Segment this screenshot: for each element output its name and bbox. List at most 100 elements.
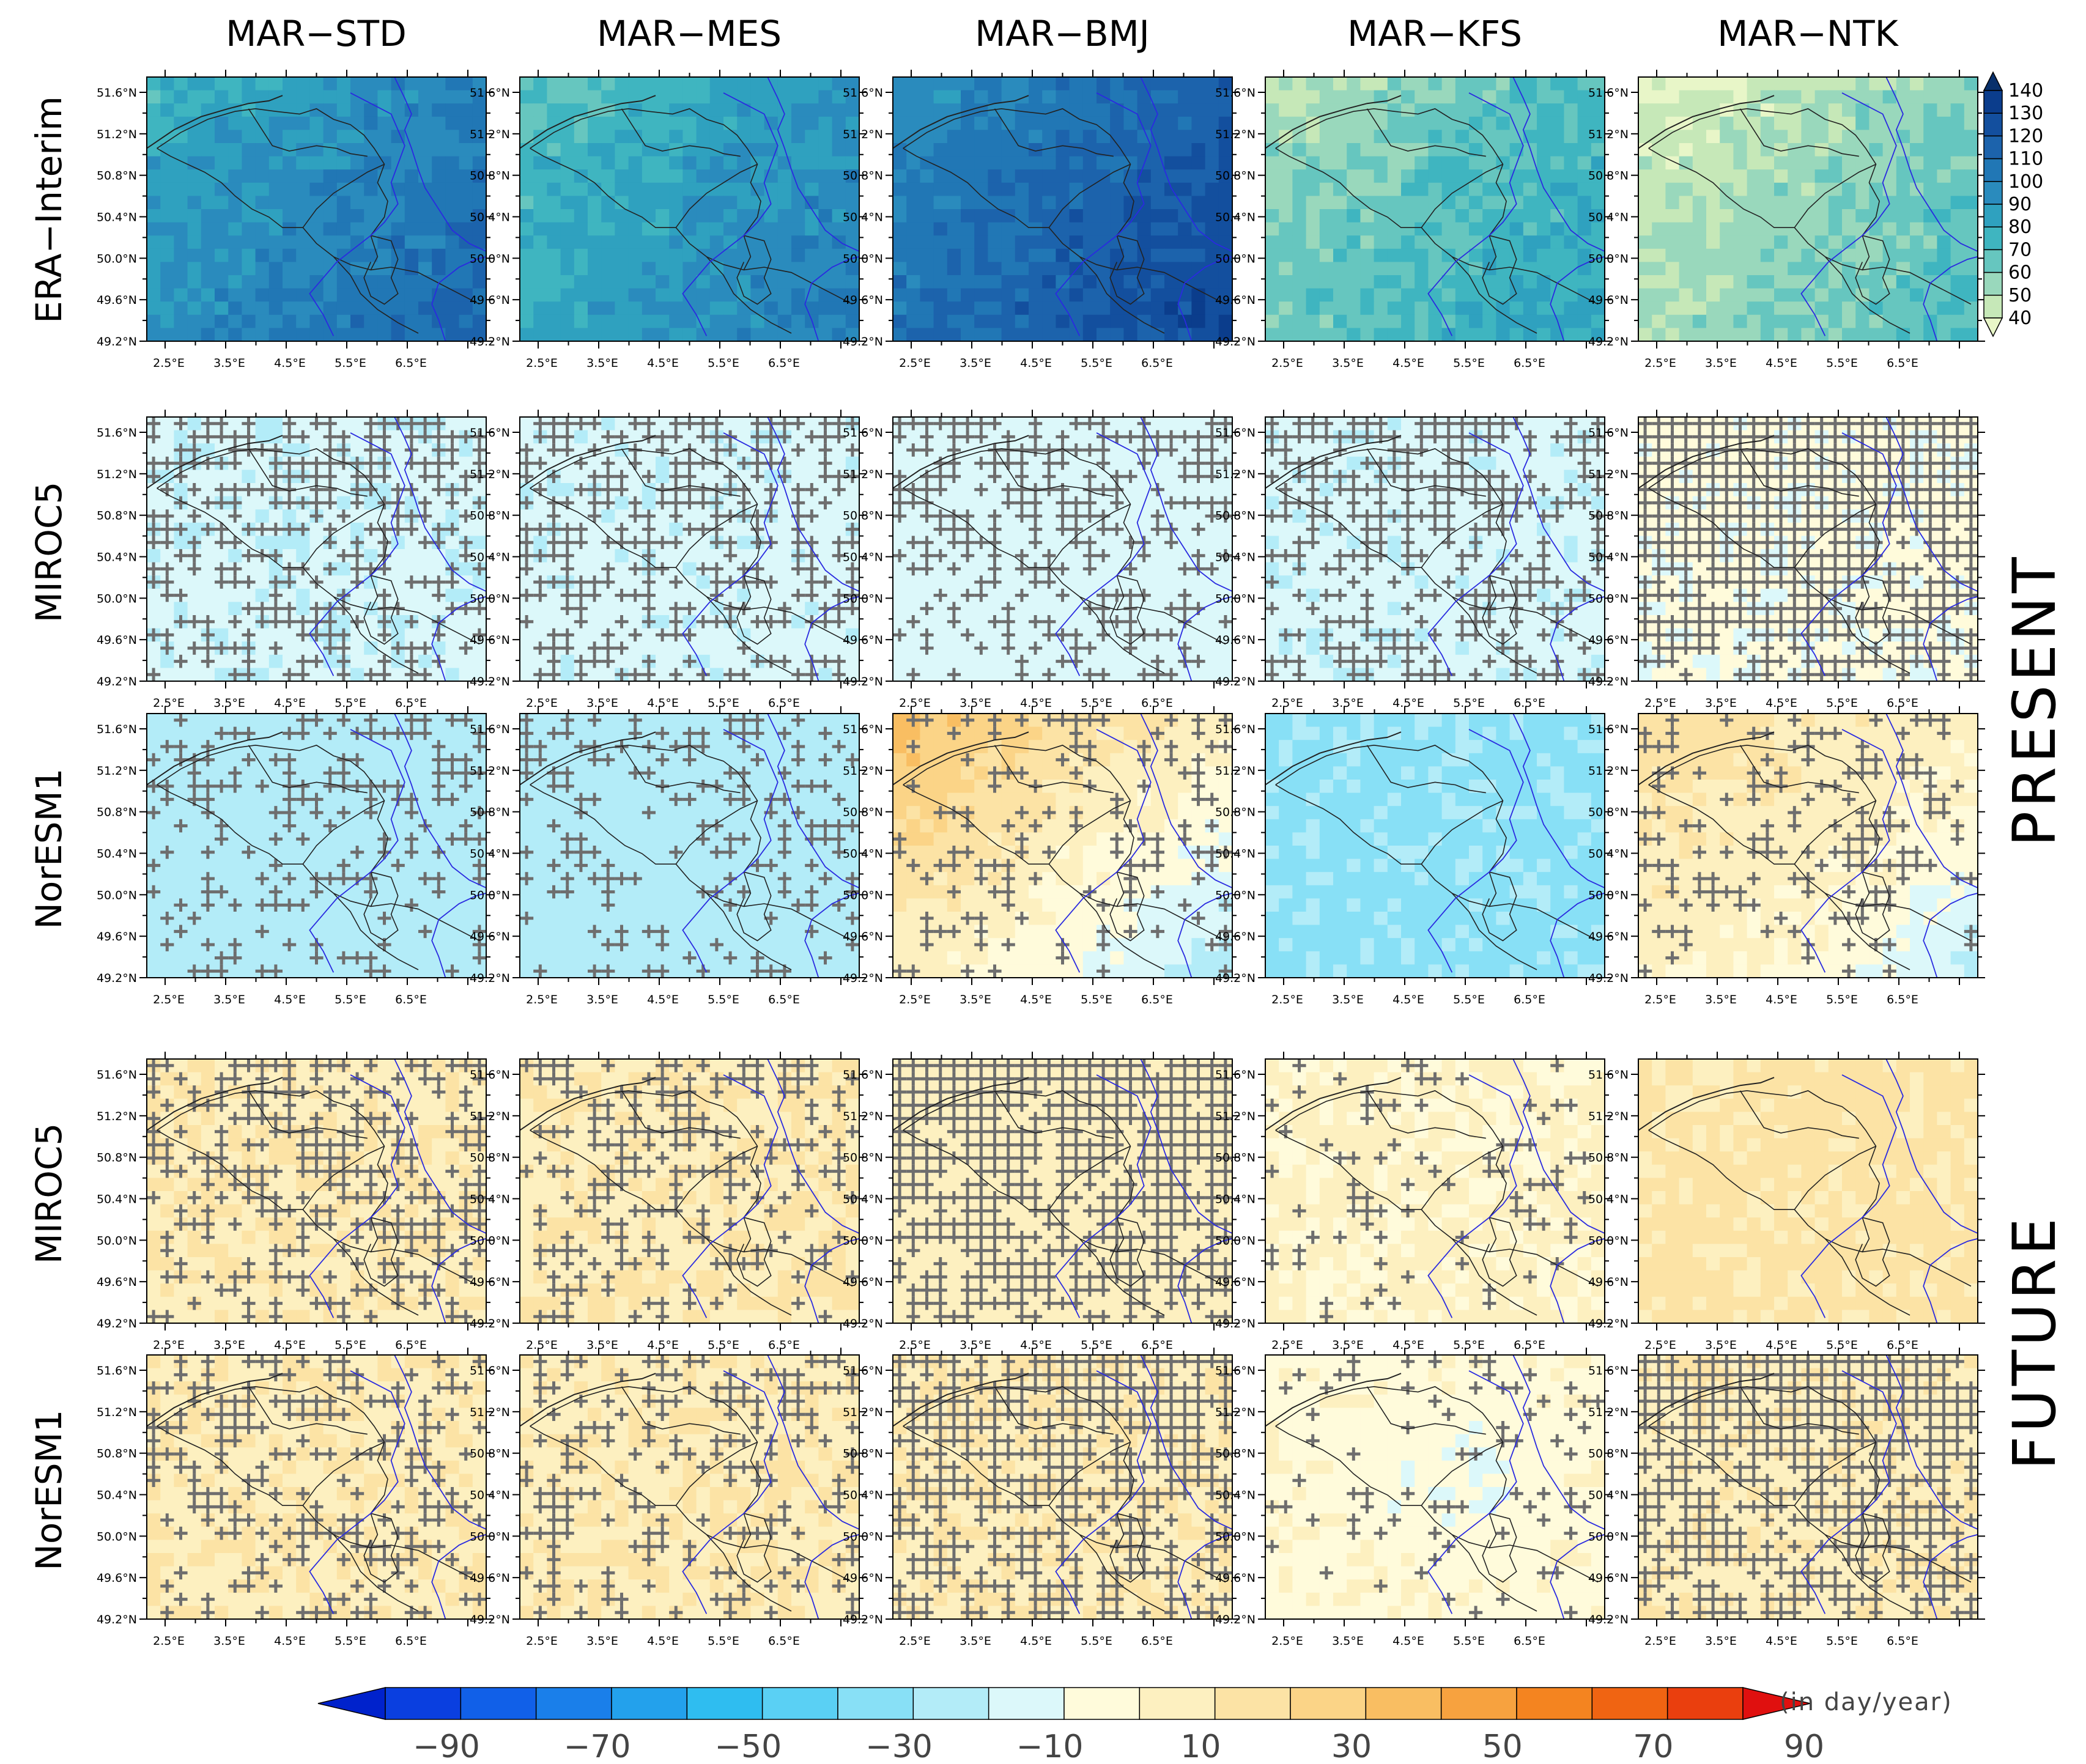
river-line <box>1885 77 1978 252</box>
coastline <box>893 731 1029 786</box>
latitude-tick-label: 51.6°N <box>1215 723 1256 736</box>
river-line <box>1885 1059 1978 1234</box>
colorbar-absolute-swatch <box>1983 295 2003 319</box>
border-line <box>248 448 368 497</box>
border-line <box>1451 596 1537 674</box>
latitude-tick-label: 49.6°N <box>470 1275 510 1289</box>
latitude-tick-label: 49.6°N <box>843 1571 883 1585</box>
longitude-tick-label: 2.5°E <box>153 356 185 370</box>
latitude-tick-label: 51.2°N <box>97 764 137 778</box>
border-line <box>903 744 1134 907</box>
map-panel: 51.6°N 51.2°N 50.8°N 50.4°N 50.0°N 49.6°N 49.2… <box>1588 1052 1985 1352</box>
border-line <box>371 267 480 305</box>
latitude-tick-label: 50.4°N <box>97 551 137 564</box>
border-line <box>530 1386 761 1549</box>
longitude-tick-label: 6.5°E <box>1141 696 1173 710</box>
latitude-tick-label: 51.6°N <box>97 86 137 100</box>
longitude-tick-label: 5.5°E <box>335 1338 366 1352</box>
group-label-present: PRESENT <box>2000 553 2069 846</box>
colorbar-difference-label: 50 <box>1482 1729 1523 1764</box>
latitude-tick-label: 50.0°N <box>470 1234 510 1247</box>
border-line <box>157 448 388 611</box>
river-line <box>1177 892 1232 978</box>
latitude-tick-label: 50.4°N <box>97 847 137 861</box>
longitude-tick-label: 4.5°E <box>274 356 306 370</box>
longitude-tick-label: 3.5°E <box>1705 1634 1737 1648</box>
colorbar-difference-swatch <box>686 1687 763 1720</box>
coastline <box>520 1373 656 1427</box>
longitude-tick-label: 2.5°E <box>899 356 931 370</box>
latitude-tick-label: 49.2°N <box>1215 1317 1256 1330</box>
latitude-tick-label: 50.0°N <box>470 252 510 265</box>
latitude-tick-label: 49.6°N <box>97 1571 137 1585</box>
map-field <box>893 417 1232 681</box>
latitude-tick-label: 50.8°N <box>1588 1447 1629 1461</box>
border-line <box>1048 163 1131 228</box>
latitude-tick-label: 50.0°N <box>843 592 883 605</box>
border-line <box>1275 1386 1507 1549</box>
map-field <box>520 1059 859 1323</box>
border-line <box>333 1534 419 1612</box>
latitude-tick-label: 49.6°N <box>1588 1571 1629 1585</box>
longitude-tick-label: 5.5°E <box>1826 1338 1858 1352</box>
significance-hatching <box>147 1059 486 1323</box>
border-line <box>1855 575 1890 645</box>
coastline <box>1265 731 1402 786</box>
longitude-tick-label: 5.5°E <box>335 1634 366 1648</box>
border-line <box>994 1386 1114 1435</box>
river-line <box>431 1533 486 1619</box>
border-line <box>248 1090 368 1139</box>
border-line <box>1117 903 1226 942</box>
longitude-tick-label: 2.5°E <box>899 1338 931 1352</box>
map-field <box>147 417 486 681</box>
border-line <box>736 871 772 942</box>
colorbar-difference-swatch <box>1290 1687 1367 1720</box>
colorbar-difference-swatch <box>1214 1687 1291 1720</box>
river-line <box>1512 1059 1605 1234</box>
border-line <box>744 1249 853 1287</box>
longitude-tick-label: 5.5°E <box>708 696 739 710</box>
latitude-tick-label: 50.4°N <box>843 847 883 861</box>
border-line <box>736 1513 772 1583</box>
border-line <box>994 448 1114 497</box>
border-line <box>1048 1441 1131 1506</box>
longitude-tick-label: 5.5°E <box>708 993 739 1006</box>
colorbar-difference-swatch <box>1365 1687 1442 1720</box>
column-title-mes: MAR−MES <box>597 13 782 54</box>
significance-hatching <box>520 714 859 978</box>
longitude-tick-label: 3.5°E <box>1705 696 1737 710</box>
latitude-tick-label: 50.4°N <box>470 847 510 861</box>
latitude-tick-label: 50.8°N <box>1588 169 1629 183</box>
map-panel: 51.6°N 51.2°N 50.8°N 50.4°N 50.0°N 49.6°N 49.2… <box>843 1052 1240 1352</box>
map-panel: 51.6°N 51.2°N 50.8°N 50.4°N 50.0°N 49.6°N 49.2… <box>1215 70 1612 370</box>
latitude-tick-label: 50.4°N <box>97 211 137 224</box>
latitude-tick-label: 49.6°N <box>843 1275 883 1289</box>
longitude-tick-label: 2.5°E <box>899 696 931 710</box>
border-line <box>1117 267 1226 305</box>
coastline <box>1638 95 1775 149</box>
latitude-tick-label: 49.6°N <box>843 930 883 943</box>
longitude-tick-label: 5.5°E <box>335 993 366 1006</box>
border-line <box>621 745 741 794</box>
border-line <box>530 448 761 611</box>
border-line <box>1109 575 1145 645</box>
river-line <box>394 77 486 252</box>
border-line <box>1489 1544 1599 1583</box>
significance-hatching <box>1265 1355 1605 1619</box>
border-line <box>333 1238 419 1316</box>
latitude-tick-label: 49.6°N <box>97 293 137 307</box>
latitude-tick-label: 50.4°N <box>1588 211 1629 224</box>
row-label-future-miroc5: MIROC5 <box>28 1123 70 1264</box>
river-line <box>1055 1370 1152 1614</box>
river-line <box>1140 417 1232 592</box>
longitude-tick-label: 5.5°E <box>1081 1634 1112 1648</box>
border-line <box>1109 1513 1145 1583</box>
border-line <box>1366 1090 1486 1139</box>
latitude-tick-label: 50.0°N <box>97 1234 137 1247</box>
border-line <box>1648 108 1880 271</box>
latitude-tick-label: 50.8°N <box>97 509 137 523</box>
longitude-tick-label: 6.5°E <box>1141 993 1173 1006</box>
longitude-tick-label: 5.5°E <box>1453 356 1485 370</box>
longitude-tick-label: 2.5°E <box>526 356 558 370</box>
river-line <box>1427 729 1524 973</box>
